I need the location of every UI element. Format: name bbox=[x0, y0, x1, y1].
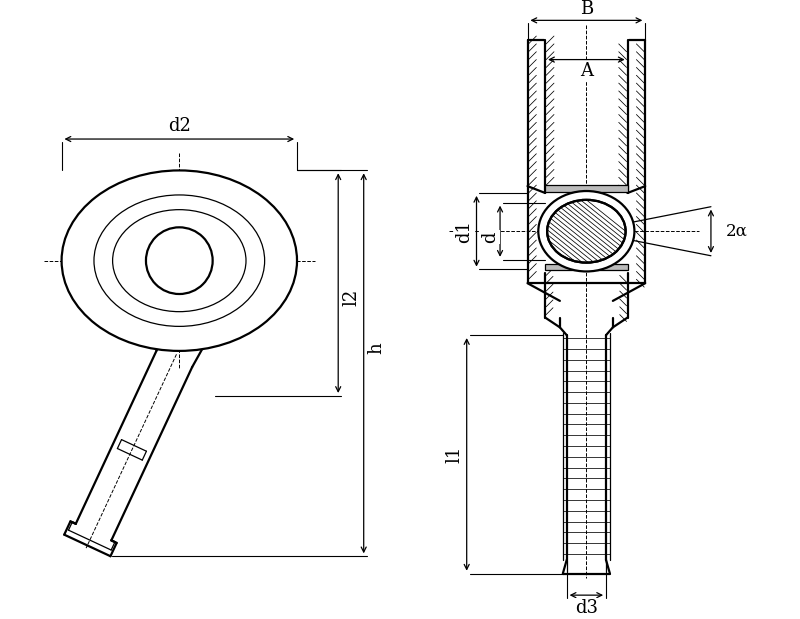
FancyBboxPatch shape bbox=[545, 264, 627, 271]
Text: d: d bbox=[482, 232, 499, 243]
Text: d3: d3 bbox=[575, 599, 598, 617]
Text: B: B bbox=[580, 0, 593, 17]
FancyBboxPatch shape bbox=[545, 185, 627, 192]
Text: h: h bbox=[367, 343, 386, 355]
Ellipse shape bbox=[542, 195, 630, 267]
Text: A: A bbox=[580, 63, 593, 80]
Ellipse shape bbox=[113, 210, 246, 312]
Ellipse shape bbox=[62, 170, 297, 351]
Text: d2: d2 bbox=[168, 117, 190, 136]
Ellipse shape bbox=[538, 191, 634, 272]
Text: 2α: 2α bbox=[726, 223, 747, 240]
Text: l2: l2 bbox=[342, 289, 360, 306]
Ellipse shape bbox=[146, 227, 213, 294]
Ellipse shape bbox=[547, 200, 626, 262]
Text: l1: l1 bbox=[445, 446, 463, 463]
Text: d1: d1 bbox=[454, 220, 473, 243]
Ellipse shape bbox=[94, 195, 265, 326]
